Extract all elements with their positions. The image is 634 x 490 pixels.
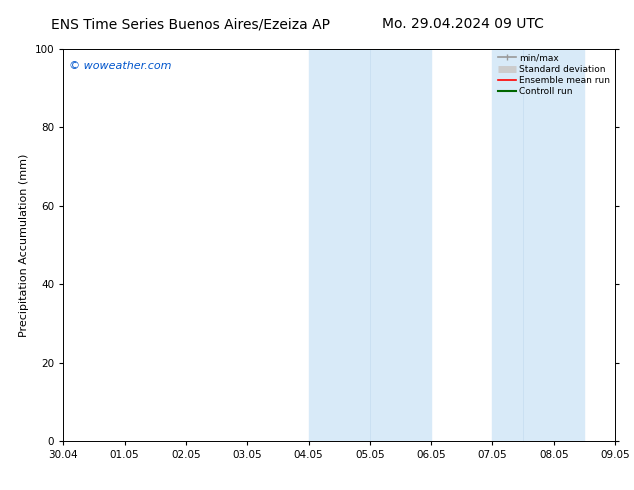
Text: ENS Time Series Buenos Aires/Ezeiza AP: ENS Time Series Buenos Aires/Ezeiza AP bbox=[51, 17, 330, 31]
Legend: min/max, Standard deviation, Ensemble mean run, Controll run: min/max, Standard deviation, Ensemble me… bbox=[495, 51, 613, 99]
Bar bbox=[309, 49, 431, 441]
Bar bbox=[493, 49, 585, 441]
Y-axis label: Precipitation Accumulation (mm): Precipitation Accumulation (mm) bbox=[19, 153, 29, 337]
Text: Mo. 29.04.2024 09 UTC: Mo. 29.04.2024 09 UTC bbox=[382, 17, 544, 31]
Text: © woweather.com: © woweather.com bbox=[69, 61, 171, 71]
